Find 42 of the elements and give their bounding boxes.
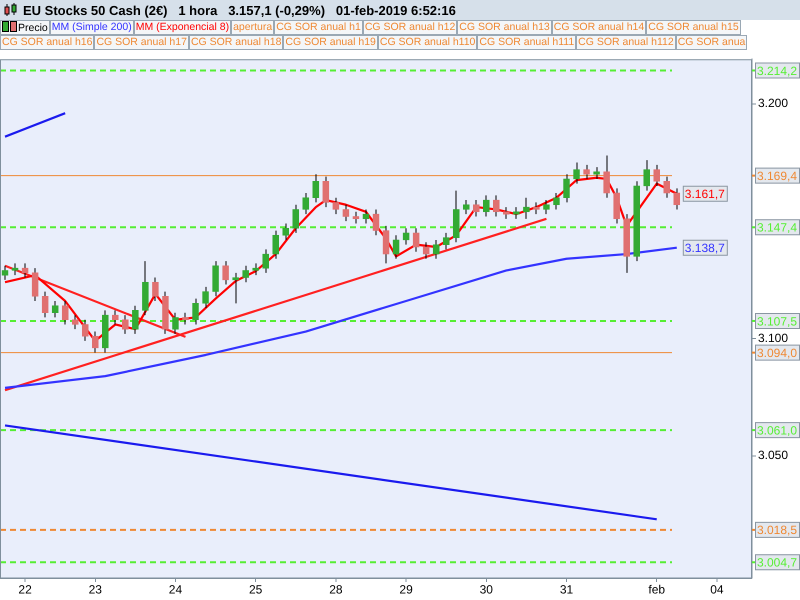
text: CG SOR anual h12	[362, 20, 458, 35]
y-tick-label: 3.200	[758, 96, 788, 110]
x-tick-label: 23	[88, 582, 102, 597]
x-tick-label: 24	[168, 582, 182, 597]
text: CG SOR anual h15	[646, 20, 741, 35]
text: CG SOR anual h16	[0, 35, 94, 50]
y-tick-label: 3.100	[758, 330, 788, 345]
text: MM (Simple 200)	[50, 20, 134, 35]
x-tick-label: 28	[329, 582, 343, 597]
y-tick-label: 3.050	[758, 448, 788, 462]
ref-line-label: 3.169,4	[757, 168, 798, 183]
ref-line-label: 3.094,0	[757, 346, 798, 360]
text: CG SOR anual h14	[552, 20, 646, 35]
text: CG SOR anual h17	[94, 35, 189, 50]
x-tick-label: 22	[18, 582, 32, 597]
data-label: 3.138,7	[684, 241, 726, 256]
x-tick-label: 25	[249, 582, 263, 597]
text: apertura	[231, 20, 274, 35]
x-tick-label: 31	[560, 582, 574, 597]
candlestick	[232, 272, 239, 304]
ref-line-label: 3.004,7	[757, 556, 798, 570]
x-tick-label: 30	[480, 582, 494, 597]
ref-line-label: 3.018,5	[757, 523, 798, 538]
text: CG SOR anua	[676, 35, 748, 50]
text: CG SOR anual h112	[576, 35, 676, 50]
text: MM (Exponencial 8)	[134, 20, 232, 35]
x-tick-label: feb	[648, 582, 666, 597]
ref-line-label: 3.147,4	[757, 220, 798, 235]
data-label: 3.161,7	[684, 187, 726, 202]
x-tick-label: 29	[399, 582, 414, 597]
chart-title: EU Stocks 50 Cash (2€) 1 hora 3.157,1 (-0,29%) 01-feb-2019 6:52:16	[23, 2, 456, 18]
text: CG SOR anual h111	[477, 35, 576, 50]
text: CG SOR anual h13	[457, 20, 552, 35]
legend-label: Precio	[0, 20, 50, 35]
text: CG SOR anual h110	[378, 35, 478, 50]
x-tick-label: 04	[710, 582, 724, 597]
ref-line-label: 3.214,2	[757, 64, 798, 78]
ref-line-label: 3.061,0	[757, 423, 798, 438]
text: CG SOR anual h19	[283, 35, 378, 50]
text: CG SOR anual h1	[274, 20, 363, 35]
ref-line-label: 3.107,5	[757, 314, 798, 328]
text: CG SOR anual h18	[188, 35, 284, 50]
